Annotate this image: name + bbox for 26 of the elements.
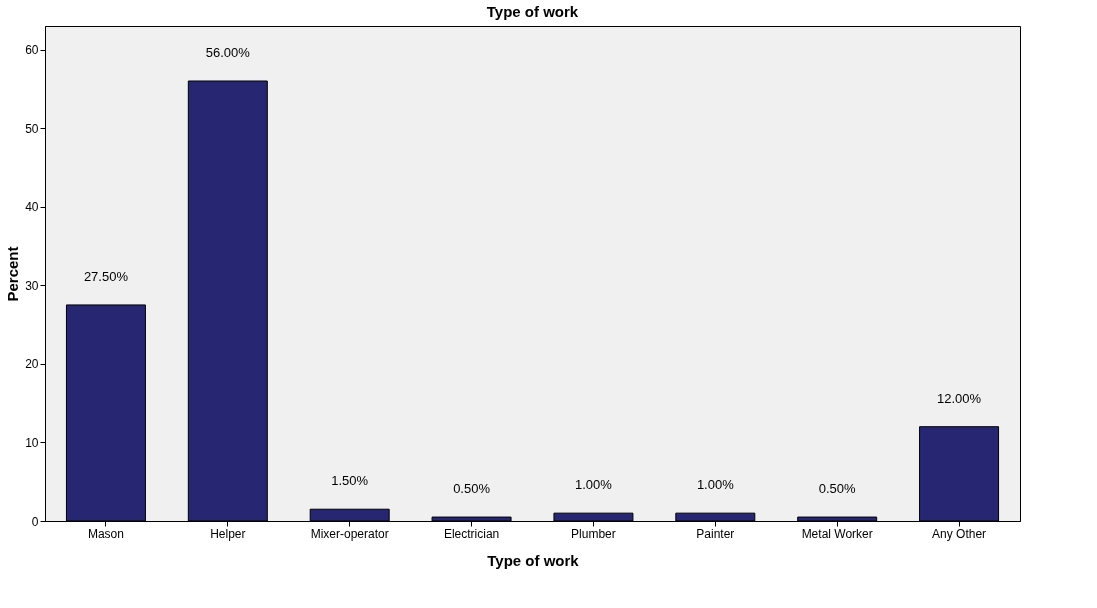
y-tick-label: 60: [25, 43, 39, 58]
data-label: 12.00%: [937, 390, 982, 406]
x-tick-label: Metal Worker: [801, 526, 873, 541]
data-label: 0.50%: [818, 481, 857, 497]
y-tick-label: 0: [31, 514, 39, 529]
x-tick-label: Any Other: [932, 526, 987, 541]
x-tick-label: Helper: [210, 526, 246, 541]
x-tick-label: Painter: [696, 526, 735, 541]
x-tick-label: Mason: [87, 526, 124, 541]
data-label: 1.00%: [696, 477, 735, 493]
data-label: 1.50%: [331, 473, 369, 489]
y-tick-label: 30: [25, 278, 39, 293]
y-tick-label: 40: [25, 200, 39, 215]
data-label: 56.00%: [205, 45, 251, 60]
chart-title: Type of work: [486, 3, 579, 20]
y-axis-title: Percent: [4, 246, 22, 302]
y-tick-label: 20: [25, 357, 39, 372]
y-tick-label: 50: [25, 121, 39, 136]
y-tick-label: 10: [25, 435, 39, 450]
x-axis-title: Type of work: [487, 551, 580, 569]
x-tick-label: Mixer-operator: [310, 526, 389, 541]
data-label: 1.00%: [575, 477, 613, 493]
x-tick-label: Electrician: [443, 526, 500, 541]
x-tick-label: Plumber: [571, 526, 616, 541]
data-label: 0.50%: [453, 481, 491, 497]
data-label: 27.50%: [83, 268, 129, 284]
